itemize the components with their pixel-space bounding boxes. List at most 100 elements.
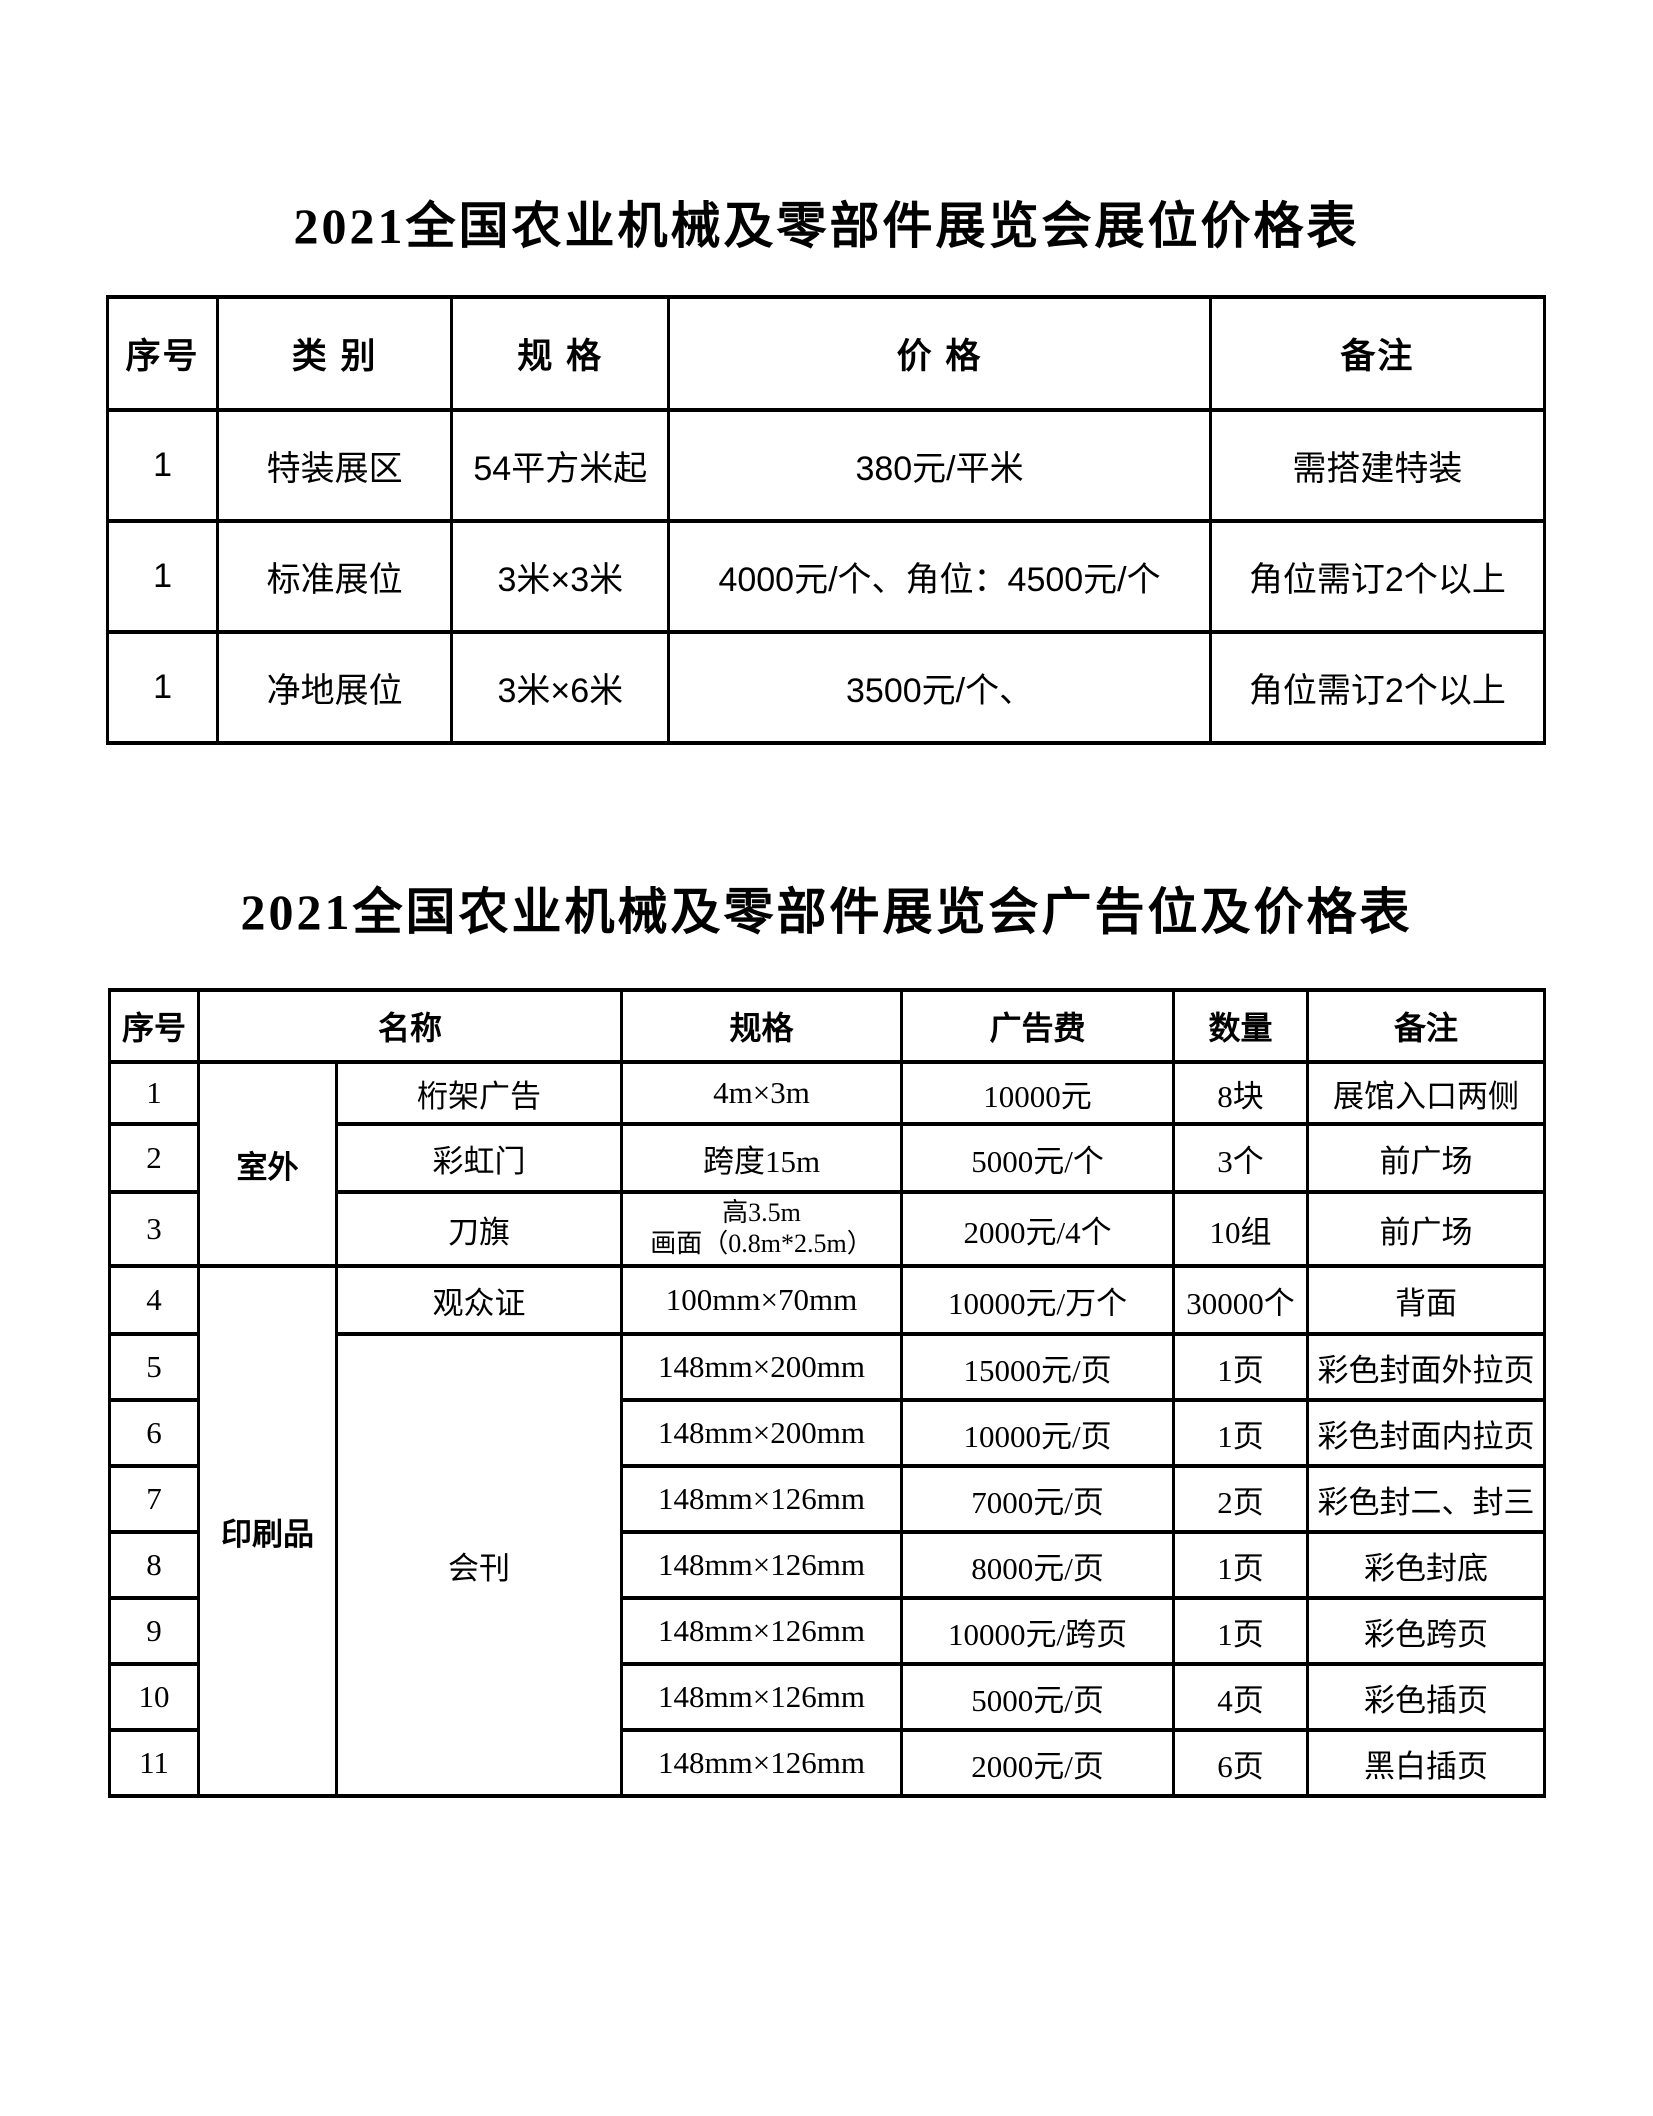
- cell-spec: 4m×3m: [620, 1060, 904, 1126]
- cell-name: 观众证: [334, 1264, 624, 1336]
- cell-serial: 11: [108, 1728, 200, 1798]
- cell-note: 彩色封二、封三: [1306, 1464, 1547, 1534]
- cell-qty: 1页: [1172, 1398, 1310, 1468]
- ad-row: 9 148mm×126mm 10000元/跨页 1页 彩色跨页: [108, 1596, 1547, 1666]
- cell-note: 彩色插页: [1306, 1662, 1547, 1732]
- ad-row: 5 会刊 148mm×200mm 15000元/页 1页 彩色封面外拉页: [108, 1332, 1547, 1798]
- cell-serial: 1: [105, 519, 220, 634]
- ad-row: 3 刀旗 高3.5m 画面（0.8m*2.5m） 2000元/4个 10组 前广…: [108, 1190, 1547, 1268]
- ad-row: 10 148mm×126mm 5000元/页 4页 彩色插页: [108, 1662, 1547, 1732]
- cell-qty: 6页: [1172, 1728, 1310, 1798]
- cell-qty: 1页: [1172, 1332, 1310, 1402]
- cell-spec: 148mm×126mm: [620, 1464, 904, 1534]
- cell-serial: 2: [108, 1122, 200, 1194]
- cell-name-journal: 会刊: [334, 1332, 624, 1798]
- cell-note: 角位需订2个以上: [1208, 519, 1547, 634]
- booth-header-spec: 规 格: [450, 295, 671, 412]
- cell-serial: 5: [108, 1332, 200, 1402]
- booth-price-table: 序号 类 别 规 格 价 格 备注 1 特装展区 54平方米起 380元/平米 …: [105, 295, 1547, 745]
- cell-name: 刀旗: [334, 1190, 624, 1268]
- cell-spec: 148mm×126mm: [620, 1596, 904, 1666]
- cell-spec: 高3.5m 画面（0.8m*2.5m）: [620, 1190, 904, 1268]
- ad-row: 6 148mm×200mm 10000元/页 1页 彩色封面内拉页: [108, 1398, 1547, 1468]
- cell-serial: 1: [105, 630, 220, 745]
- cell-fee: 2000元/4个: [900, 1190, 1176, 1268]
- cell-spec: 148mm×126mm: [620, 1530, 904, 1600]
- cell-note: 展馆入口两侧: [1306, 1060, 1547, 1126]
- cell-serial: 1: [108, 1060, 200, 1126]
- booth-header-note: 备注: [1208, 295, 1547, 412]
- cell-fee: 10000元/跨页: [900, 1596, 1176, 1666]
- cell-fee: 5000元/页: [900, 1662, 1176, 1732]
- ad-row: 2 彩虹门 跨度15m 5000元/个 3个 前广场: [108, 1122, 1547, 1194]
- cell-qty: 1页: [1172, 1596, 1310, 1666]
- booth-row: 1 标准展位 3米×3米 4000元/个、角位：4500元/个 角位需订2个以上: [105, 519, 1547, 634]
- ad-row: 4 印刷品 观众证 100mm×70mm 10000元/万个 30000个 背面: [108, 1264, 1547, 1798]
- cell-serial: 10: [108, 1662, 200, 1732]
- cell-name: 桁架广告: [334, 1060, 624, 1126]
- booth-header-row: 序号 类 别 规 格 价 格 备注: [105, 295, 1547, 412]
- cell-name: 彩虹门: [334, 1122, 624, 1194]
- booth-header-no: 序号: [105, 295, 220, 412]
- cell-fee: 5000元/个: [900, 1122, 1176, 1194]
- cell-fee: 7000元/页: [900, 1464, 1176, 1534]
- ad-header-no: 序号: [108, 988, 200, 1064]
- cell-spec: 148mm×126mm: [620, 1662, 904, 1732]
- cell-note: 前广场: [1306, 1190, 1547, 1268]
- cell-price: 3500元/个、: [667, 630, 1212, 745]
- cell-note: 前广场: [1306, 1122, 1547, 1194]
- cell-serial: 1: [105, 408, 220, 523]
- cell-category: 标准展位: [216, 519, 454, 634]
- cell-note: 彩色封面内拉页: [1306, 1398, 1547, 1468]
- ad-header-qty: 数量: [1172, 988, 1310, 1064]
- cell-spec: 3米×6米: [450, 630, 671, 745]
- cell-price: 380元/平米: [667, 408, 1212, 523]
- cell-spec: 跨度15m: [620, 1122, 904, 1194]
- cell-fee: 8000元/页: [900, 1530, 1176, 1600]
- cell-serial: 6: [108, 1398, 200, 1468]
- cell-note: 背面: [1306, 1264, 1547, 1336]
- cell-serial: 7: [108, 1464, 200, 1534]
- cell-group-print: 印刷品: [197, 1264, 338, 1798]
- cell-note: 彩色封面外拉页: [1306, 1332, 1547, 1402]
- ad-header-note: 备注: [1306, 988, 1547, 1064]
- spec-line-area: 画面（0.8m*2.5m）: [650, 1229, 873, 1258]
- booth-header-category: 类 别: [216, 295, 454, 412]
- cell-qty: 10组: [1172, 1190, 1310, 1268]
- cell-note: 彩色跨页: [1306, 1596, 1547, 1666]
- ad-row: 1 室外 桁架广告 4m×3m 10000元 8块 展馆入口两侧: [108, 1060, 1547, 1268]
- cell-fee: 10000元/页: [900, 1398, 1176, 1468]
- cell-category: 净地展位: [216, 630, 454, 745]
- cell-spec: 100mm×70mm: [620, 1264, 904, 1336]
- ad-header-fee: 广告费: [900, 988, 1176, 1064]
- booth-row: 1 净地展位 3米×6米 3500元/个、 角位需订2个以上: [105, 630, 1547, 745]
- cell-serial: 9: [108, 1596, 200, 1666]
- ad-header-spec: 规格: [620, 988, 904, 1064]
- ad-price-table: 序号 名称 规格 广告费 数量 备注 1 室外 桁架广告 4m×3m 10000…: [108, 988, 1547, 1798]
- cell-price: 4000元/个、角位：4500元/个: [667, 519, 1212, 634]
- cell-spec: 148mm×200mm: [620, 1332, 904, 1402]
- ad-row: 8 148mm×126mm 8000元/页 1页 彩色封底: [108, 1530, 1547, 1600]
- cell-group-outdoor: 室外: [197, 1060, 338, 1268]
- cell-note: 角位需订2个以上: [1208, 630, 1547, 745]
- booth-header-price: 价 格: [667, 295, 1212, 412]
- ad-header-row: 序号 名称 规格 广告费 数量 备注: [108, 988, 1547, 1064]
- cell-category: 特装展区: [216, 408, 454, 523]
- ad-header-name: 名称: [196, 988, 624, 1064]
- cell-qty: 4页: [1172, 1662, 1310, 1732]
- cell-spec: 3米×3米: [450, 519, 671, 634]
- booth-price-table-title: 2021全国农业机械及零部件展览会展位价格表: [293, 198, 1360, 254]
- cell-serial: 8: [108, 1530, 200, 1600]
- cell-spec: 148mm×200mm: [620, 1398, 904, 1468]
- cell-spec: 54平方米起: [450, 408, 671, 523]
- cell-fee: 2000元/页: [900, 1728, 1176, 1798]
- cell-qty: 1页: [1172, 1530, 1310, 1600]
- cell-qty: 3个: [1172, 1122, 1310, 1194]
- cell-spec: 148mm×126mm: [620, 1728, 904, 1798]
- spec-line-height: 高3.5m: [722, 1198, 801, 1228]
- cell-serial: 3: [108, 1190, 200, 1268]
- ad-row: 11 148mm×126mm 2000元/页 6页 黑白插页: [108, 1728, 1547, 1798]
- booth-row: 1 特装展区 54平方米起 380元/平米 需搭建特装: [105, 408, 1547, 523]
- ad-row: 7 148mm×126mm 7000元/页 2页 彩色封二、封三: [108, 1464, 1547, 1534]
